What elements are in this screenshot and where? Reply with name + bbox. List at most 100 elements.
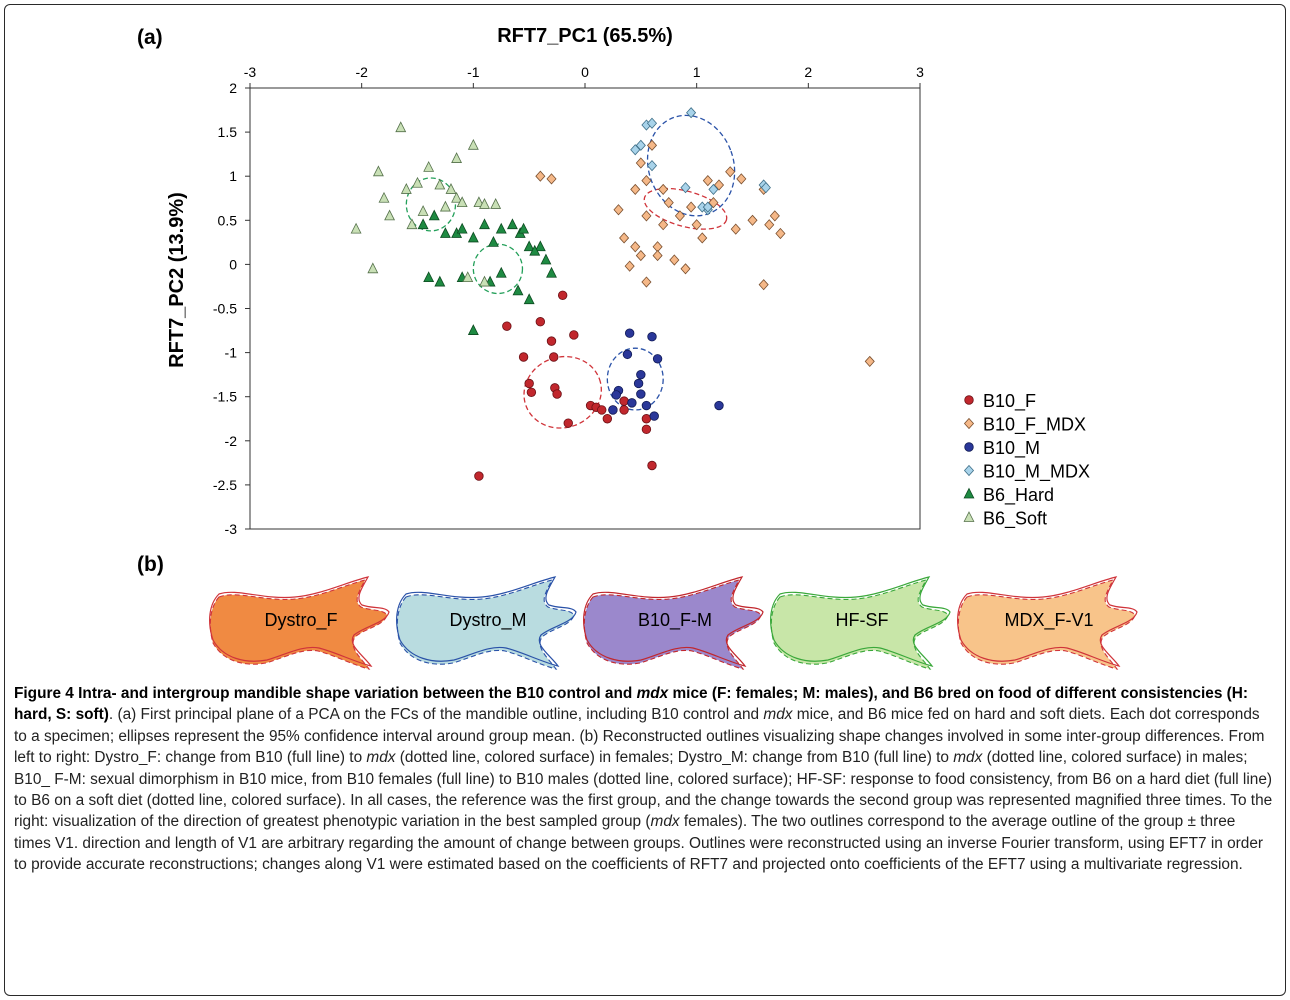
b6-hard-point [518, 222, 530, 234]
b6-hard-point [523, 293, 535, 305]
legend-label: B6_Soft [983, 509, 1047, 530]
b10-f-mdx-point [546, 173, 557, 185]
b10-f-mdx-point [635, 157, 646, 169]
outline-label: Dystro_M [449, 610, 526, 631]
b6-soft-point [350, 222, 362, 234]
b10-f-point [535, 317, 546, 327]
b6-soft-point [434, 178, 446, 190]
b10-m-mdx-point [760, 182, 771, 194]
y-tick-label: -1.5 [213, 389, 237, 405]
b10-f-point [619, 405, 629, 415]
b10-f-mdx-point [775, 227, 786, 240]
b6-soft-point [451, 152, 463, 163]
b10-f-mdx-point [864, 355, 875, 368]
b6-soft-point [462, 271, 474, 283]
x-tick-label: 1 [693, 64, 701, 80]
b6-hard-point [434, 275, 446, 287]
b10-m-point [622, 349, 633, 360]
legend-marker [963, 511, 975, 522]
b6-soft-point [439, 200, 451, 212]
b10-f-point [563, 418, 573, 428]
b10-m-mdx-point [686, 107, 697, 119]
y-axis-title: RFT7_PC2 (13.9%) [166, 192, 188, 368]
outline-dotted [957, 579, 1136, 670]
b10-f-mdx-point [702, 175, 713, 187]
b10-m-point [624, 328, 635, 338]
b6-soft-point [423, 160, 435, 172]
b6-soft-point [456, 196, 468, 208]
b10-f-point [502, 321, 512, 331]
b10-m-mdx-point [708, 183, 719, 196]
outline-label: HF-SF [836, 610, 889, 630]
legend-label: B6_Hard [983, 485, 1054, 506]
b10-f-mdx-point [635, 249, 646, 262]
b10-f-mdx-point [747, 214, 758, 226]
b10-f-point [557, 290, 568, 300]
b10-m-point [649, 411, 659, 421]
b6-soft-point [372, 165, 384, 177]
b10-f-mdx-point [674, 210, 685, 222]
shape-outlines: Dystro_F Dystro_M B10_F-M HF-SF MDX_F-V1 [209, 576, 1138, 670]
x-tick-label: -2 [355, 64, 368, 80]
b10-f-mdx-point [613, 204, 624, 216]
b10-f-mdx-point [686, 201, 697, 213]
b10-f-mdx-point [769, 210, 780, 222]
b10-f-point [602, 414, 613, 424]
b6-soft-point [412, 176, 423, 188]
b10-m-point [652, 354, 663, 364]
shape-outline-dystro-f: Dystro_F [209, 576, 390, 670]
caption-body-part: . (a) First principal plane of a PCA on … [108, 706, 764, 724]
x-tick-label: -1 [467, 64, 480, 80]
b10-f-point [524, 378, 534, 389]
y-tick-label: 1 [229, 168, 237, 184]
b10-f-mdx-point [658, 183, 669, 196]
caption-title-part: mice (F: females; M: males), and B6 bred… [14, 685, 1249, 724]
b10-m-mdx-point [646, 117, 658, 129]
figure-frame [4, 4, 1286, 996]
caption-body-part: females). The two outlines correspond to… [14, 813, 1264, 874]
y-tick-label: -1 [225, 345, 238, 361]
b6-hard-point [512, 284, 524, 296]
b6-hard-point [467, 324, 479, 335]
b6-soft-point [479, 275, 490, 287]
b10-f-mdx-point [535, 170, 546, 182]
outline-full [770, 576, 951, 667]
legend-marker [963, 487, 975, 499]
b10-f-mdx-point [713, 179, 725, 191]
b10-f-mdx-point [680, 263, 691, 275]
b6-hard-point [523, 240, 535, 252]
b10-f-mdx-point [630, 241, 641, 253]
b10-f-mdx-point [624, 260, 635, 272]
data-points [350, 107, 875, 481]
b10-m-mdx-point [702, 201, 713, 213]
figure-caption: Figure 4 Intra- and intergroup mandible … [14, 683, 1276, 876]
outline-dotted [209, 579, 388, 670]
b10-m-point [633, 378, 644, 389]
ellipse-b6-hard [472, 243, 524, 295]
legend-marker [964, 395, 974, 405]
b6-hard-point [540, 253, 552, 265]
b10-f-point [641, 414, 652, 424]
x-tick-label: -3 [244, 64, 257, 80]
legend-label: B10_M [983, 438, 1040, 459]
b10-m-point [611, 390, 621, 400]
ellipse-b10-f [523, 355, 602, 429]
b6-hard-point [479, 218, 490, 230]
caption-body-part: mice, and B6 mice fed on hard and soft d… [14, 706, 1265, 767]
y-tick-label: -2.5 [213, 477, 237, 493]
b6-soft-point [490, 198, 502, 209]
outline-label: MDX_F-V1 [1004, 610, 1093, 631]
shape-outline-dystro-m: Dystro_M [396, 576, 577, 670]
y-tick-label: -2 [225, 433, 238, 449]
b6-soft-point [400, 183, 412, 194]
b10-f-point [569, 330, 579, 340]
b10-m-point [627, 398, 637, 408]
ellipse-b10-f-mdx [643, 187, 728, 230]
caption-body-part: mdx [763, 706, 793, 724]
b10-m-mdx-point [646, 160, 658, 172]
axes: -3 -2 -1 0 1 2 3 2 1.5 1 0.5 0 -0.5 -1 -1.5 -2 -2.5 -3 [213, 64, 924, 537]
x-axis-title: RFT7_PC1 (65.5%) [497, 25, 673, 47]
legend-marker [963, 464, 975, 477]
caption-body-part: mdx [650, 813, 680, 831]
